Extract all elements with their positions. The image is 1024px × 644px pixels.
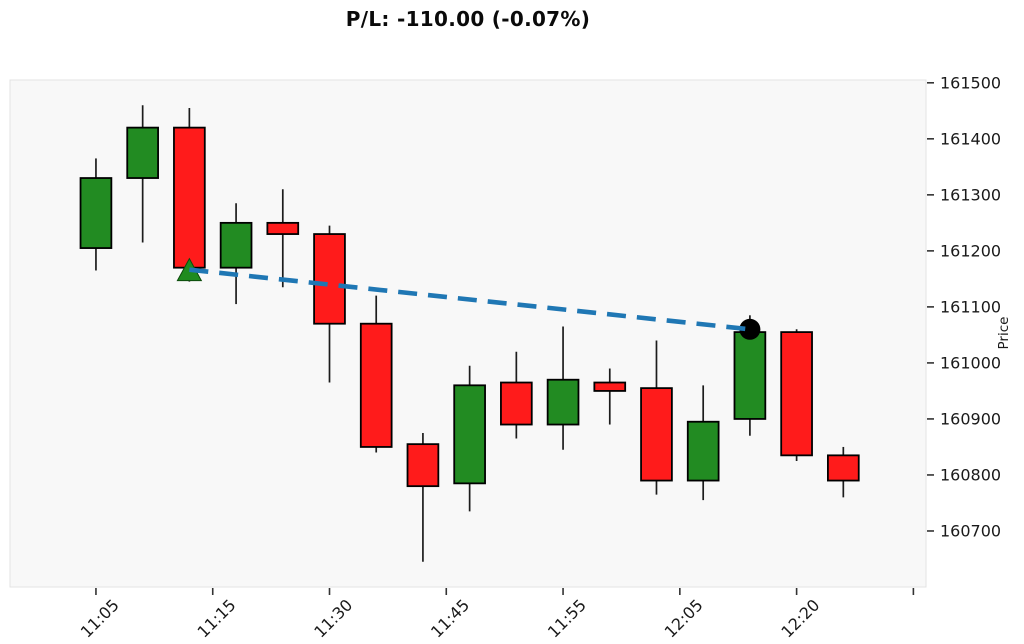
candle-body-down	[266, 221, 300, 235]
candle-body-up	[686, 420, 720, 482]
candle-11:55	[546, 326, 580, 450]
candle-body-down	[593, 381, 627, 392]
candle-11:05	[79, 158, 113, 271]
x-tick-label: 11:15	[194, 595, 240, 641]
candle-body-up	[219, 221, 253, 269]
candle-11:20	[219, 203, 253, 305]
candle-body-down	[500, 381, 533, 426]
candle-11:15	[173, 108, 206, 282]
x-tick-label: 12:05	[661, 595, 707, 641]
y-tick-label: 161000	[940, 353, 1001, 372]
candle-body-up	[79, 177, 113, 249]
y-tick-label: 161300	[940, 185, 1001, 204]
candle-11:40	[406, 432, 440, 562]
candle-11:35	[359, 295, 393, 453]
y-axis: 161500 161400 161300 161200 161100 161000 1609…	[927, 73, 1012, 540]
y-tick-label: 161400	[940, 129, 1001, 148]
candle-body-up	[453, 384, 486, 485]
candle-body-down	[173, 126, 206, 269]
candle-body-up	[733, 331, 767, 420]
y-tick-label: 161200	[940, 241, 1001, 260]
candle-body-down	[780, 331, 813, 457]
candle-12:10	[686, 385, 720, 501]
candle-body-down	[359, 322, 393, 448]
trade-line	[189, 267, 751, 332]
x-tick-label: 11:05	[77, 595, 123, 641]
candle-12:25	[827, 446, 860, 498]
exit-marker-dot	[739, 318, 761, 340]
candle-11:30	[313, 225, 346, 383]
candle-body-down	[313, 233, 346, 325]
x-tick-label: 11:30	[310, 595, 356, 641]
y-tick-label: 161100	[940, 297, 1001, 316]
candle-11:10	[126, 105, 159, 243]
x-tick-label: 11:55	[544, 595, 590, 641]
y-axis-label: Price	[996, 317, 1012, 350]
y-tick-label: 160800	[940, 465, 1001, 484]
candle-body-up	[546, 378, 580, 426]
candle-11:50	[500, 351, 533, 439]
candle-body-up	[126, 126, 159, 179]
candle-11:25	[266, 189, 300, 288]
candles-layer	[79, 105, 860, 562]
x-tick-label: 11:45	[427, 595, 473, 641]
pl-title: P/L: -110.00 (-0.07%)	[345, 7, 591, 31]
candle-12:00	[593, 368, 627, 425]
y-tick-label: 161500	[940, 73, 1001, 92]
candle-body-down	[827, 454, 860, 482]
x-tick-label: 12:20	[777, 595, 823, 641]
candle-body-down	[406, 443, 440, 488]
candle-12:20	[780, 329, 813, 461]
x-axis: 11:05 11:15 11:30 11:45 11:55 12:05 12:20	[77, 588, 915, 641]
candle-11:45	[453, 365, 486, 512]
plot-area	[9, 79, 927, 588]
candle-body-down	[640, 387, 673, 482]
y-tick-label: 160700	[940, 521, 1001, 540]
y-tick-label: 160900	[940, 409, 1001, 428]
candle-12:05	[640, 340, 673, 495]
